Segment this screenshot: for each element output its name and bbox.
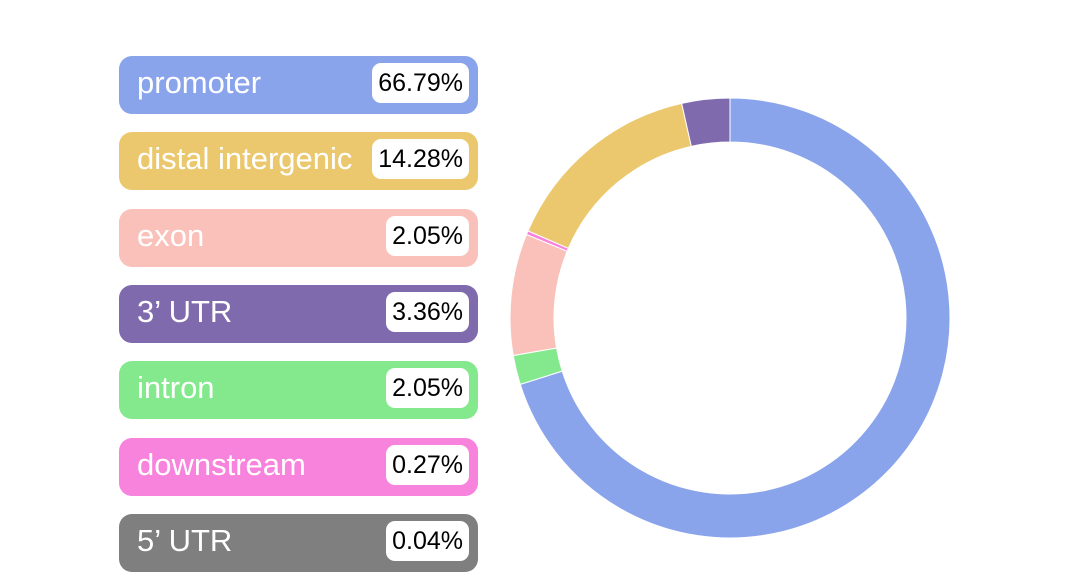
legend-value-label: 0.04% [386,520,469,561]
legend-item-5-utr: 5’ UTR 0.04% [119,513,478,572]
legend-item-3-utr: 3’ UTR 3.36% [119,284,478,343]
donut-slice-exon [509,233,568,357]
legend-label: exon [137,217,205,253]
legend-label: distal intergenic [137,141,353,177]
legend-label: 5’ UTR [137,522,233,558]
legend-item-exon: exon 2.05% [119,208,478,267]
legend-label: intron [137,370,215,406]
legend-item-promoter: promoter 66.79% [119,56,478,114]
legend-value-label: 2.05% [386,368,469,409]
donut-chart [509,97,951,539]
legend-value-label: 2.05% [386,215,469,256]
legend-value-label: 66.79% [372,63,469,103]
legend-value-label: 0.27% [386,444,469,485]
legend-label: downstream [137,446,306,482]
legend-value-label: 3.36% [386,291,469,332]
legend-item-distal-intergenic: distal intergenic 14.28% [119,132,478,191]
donut-slice-3-utr [681,97,731,147]
legend-label: promoter [137,65,262,100]
legend-item-intron: intron 2.05% [119,361,478,420]
legend-item-downstream: downstream 0.27% [119,437,478,496]
donut-slice-promoter [519,97,951,539]
legend-label: 3’ UTR [137,293,233,329]
donut-slice-distal-intergenic [527,102,692,249]
legend-value-label: 14.28% [372,139,469,180]
